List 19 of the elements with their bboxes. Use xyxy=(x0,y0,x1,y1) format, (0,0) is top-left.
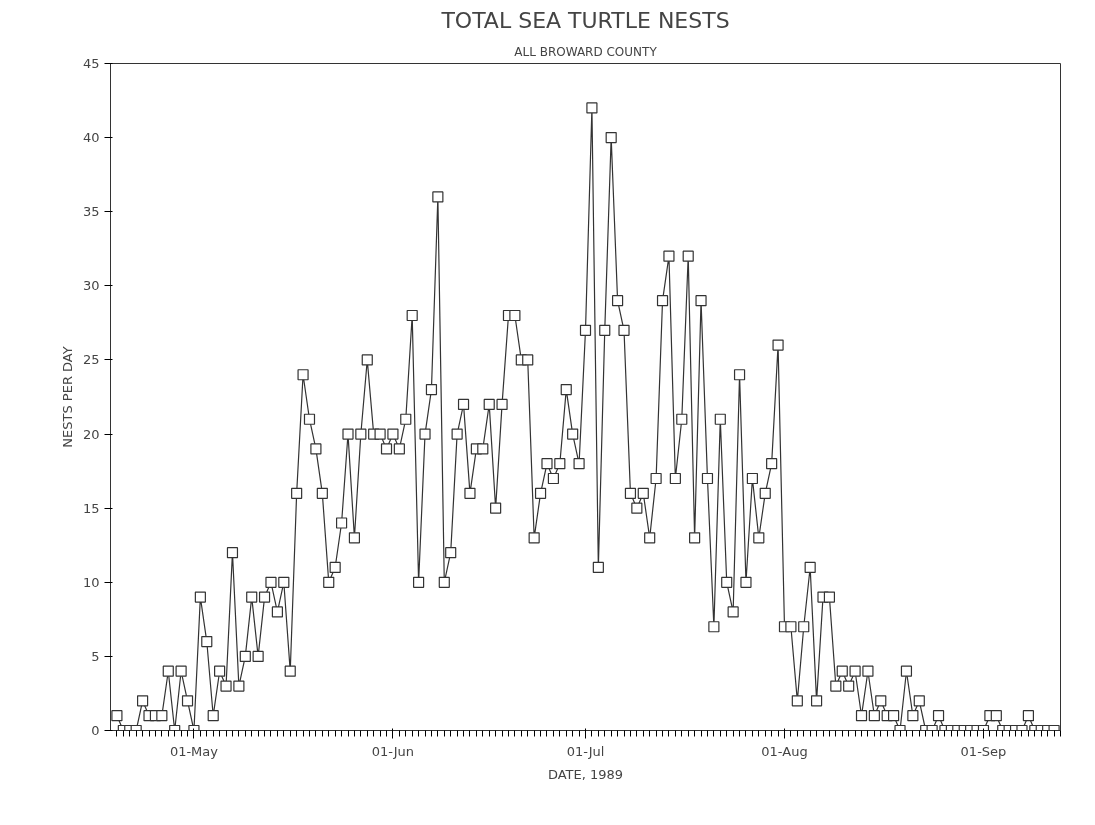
y-tick-label: 20 xyxy=(82,426,100,442)
y-tick-label: 35 xyxy=(82,204,100,220)
x-tick-label: 01-Jul xyxy=(566,743,605,759)
x-tick-label: 01-Aug xyxy=(761,743,808,759)
chart-subtitle: ALL BROWARD COUNTY xyxy=(514,44,658,59)
y-tick-label: 15 xyxy=(82,500,100,516)
y-tick-label: 10 xyxy=(82,574,100,590)
x-tick-label: 01-Jun xyxy=(371,743,415,759)
y-tick-label: 25 xyxy=(82,352,100,368)
x-axis-title: DATE, 1989 xyxy=(547,766,624,782)
x-tick-label: 01-Sep xyxy=(960,743,1007,759)
x-tick-label: 01-May xyxy=(169,743,219,759)
y-axis-title: NESTS PER DAY xyxy=(59,346,75,448)
y-tick-label: 0 xyxy=(91,723,100,738)
y-tick-label: 30 xyxy=(82,278,100,294)
chart-title: TOTAL SEA TURTLE NESTS xyxy=(440,7,730,33)
y-tick-label: 5 xyxy=(91,648,100,664)
y-tick-label: 40 xyxy=(82,130,100,146)
y-tick-label: 45 xyxy=(82,56,100,71)
